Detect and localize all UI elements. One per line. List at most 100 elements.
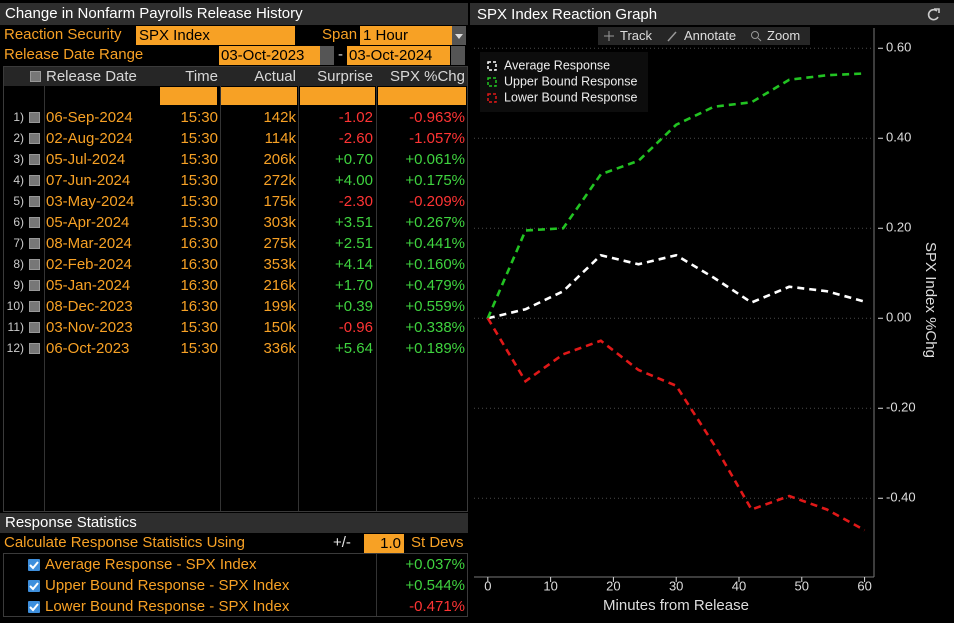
column-separator [44, 86, 45, 511]
release-date[interactable]: 02-Aug-2024 [46, 130, 133, 147]
spx-change: +0.175% [405, 172, 465, 189]
stdev-input[interactable]: 1.0 [364, 534, 404, 553]
column-separator [298, 86, 299, 511]
surprise-value: +1.70 [335, 277, 373, 294]
column-header[interactable]: Surprise [317, 68, 373, 85]
spx-change: +0.061% [405, 151, 465, 168]
stats-checkbox[interactable] [28, 559, 40, 571]
row-checkbox[interactable] [29, 322, 40, 333]
column-header[interactable]: Release Date [46, 68, 137, 85]
surprise-value: +4.14 [335, 256, 373, 273]
tool-icon [667, 31, 677, 42]
calendar-button[interactable] [320, 46, 334, 65]
release-date[interactable]: 05-Apr-2024 [46, 214, 130, 231]
legend-swatch [487, 61, 497, 71]
spx-change: +0.479% [405, 277, 465, 294]
x-tick-label: 40 [732, 578, 746, 593]
label: St Devs [411, 534, 464, 551]
release-date[interactable]: 03-May-2024 [46, 193, 135, 210]
release-date[interactable]: 03-Nov-2023 [46, 319, 133, 336]
legend-box [480, 52, 648, 112]
legend-swatch [487, 93, 497, 103]
filter-cell[interactable] [300, 87, 375, 105]
row-checkbox[interactable] [29, 196, 40, 207]
filter-cell[interactable] [160, 87, 217, 105]
label: Span [322, 26, 358, 43]
release-date[interactable]: 08-Mar-2024 [46, 235, 132, 252]
surprise-value: +3.51 [335, 214, 373, 231]
row-checkbox[interactable] [29, 175, 40, 186]
tool-button[interactable]: Track [604, 28, 653, 43]
tool-label: Track [620, 28, 653, 43]
row-index: 11) [7, 320, 24, 334]
filter-cell[interactable] [378, 87, 466, 105]
column-separator [376, 554, 377, 616]
legend-swatch [487, 77, 497, 87]
column-header[interactable]: SPX %Chg [389, 68, 465, 85]
tool-button[interactable]: Annotate [667, 28, 736, 43]
row-checkbox[interactable] [29, 259, 40, 270]
dropdown-icon [455, 34, 463, 39]
row-checkbox[interactable] [29, 217, 40, 228]
spx-change: +0.267% [405, 214, 465, 231]
release-time: 15:30 [180, 172, 218, 189]
release-date[interactable]: 08-Dec-2023 [46, 298, 133, 315]
date-input[interactable]: 03-Oct-2023 [219, 46, 320, 65]
stats-frame [3, 553, 468, 617]
actual-value: 272k [263, 172, 296, 189]
date-input[interactable]: 03-Oct-2024 [347, 46, 450, 65]
row-checkbox[interactable] [29, 280, 40, 291]
header-checkbox[interactable] [30, 71, 41, 82]
y-tick-label: 0.20 [886, 220, 911, 235]
release-time: 16:30 [180, 277, 218, 294]
stats-checkbox[interactable] [28, 601, 40, 613]
release-date[interactable]: 02-Feb-2024 [46, 256, 132, 273]
release-date[interactable]: 06-Sep-2024 [46, 109, 133, 126]
surprise-value: +4.00 [335, 172, 373, 189]
row-index: 5) [13, 194, 24, 208]
actual-value: 216k [263, 277, 296, 294]
calendar-button[interactable] [451, 46, 465, 65]
dropdown-button[interactable] [452, 26, 466, 45]
release-time: 15:30 [180, 193, 218, 210]
refresh-icon [934, 8, 940, 13]
release-date[interactable]: 05-Jul-2024 [46, 151, 126, 168]
label: Reaction Security [4, 26, 122, 43]
surprise-value: +0.39 [335, 298, 373, 315]
spx-change: -0.209% [409, 193, 465, 210]
surprise-value: -2.30 [338, 193, 373, 210]
tool-label: Annotate [684, 28, 736, 43]
y-axis-label: SPX Index %Chg [922, 242, 939, 358]
release-date[interactable]: 06-Oct-2023 [46, 340, 130, 357]
row-checkbox[interactable] [29, 238, 40, 249]
tool-button[interactable]: Zoom [751, 28, 801, 43]
row-index: 4) [13, 173, 24, 187]
security-input[interactable]: SPX Index [136, 26, 295, 45]
column-header[interactable]: Actual [254, 68, 296, 85]
x-tick-label: 50 [795, 578, 809, 593]
row-checkbox[interactable] [29, 112, 40, 123]
surprise-value: -2.60 [338, 130, 373, 147]
row-index: 7) [13, 236, 24, 250]
refresh-button[interactable] [927, 8, 940, 21]
legend-label: Upper Bound Response [504, 74, 637, 88]
row-index: 12) [6, 341, 24, 355]
release-date[interactable]: 07-Jun-2024 [46, 172, 131, 189]
column-header[interactable]: Time [185, 68, 218, 85]
release-date[interactable]: 05-Jan-2024 [46, 277, 131, 294]
stats-checkbox[interactable] [28, 580, 40, 592]
row-checkbox[interactable] [29, 301, 40, 312]
release-time: 15:30 [180, 130, 218, 147]
tool-label: Zoom [767, 28, 800, 43]
label: Release Date Range [4, 46, 144, 63]
span-input[interactable]: 1 Hour [360, 26, 452, 45]
release-time: 15:30 [180, 319, 218, 336]
row-checkbox[interactable] [29, 133, 40, 144]
filter-cell[interactable] [221, 87, 297, 105]
row-index: 2) [13, 131, 24, 145]
row-checkbox[interactable] [29, 343, 40, 354]
graph-title: SPX Index Reaction Graph [477, 6, 657, 23]
spx-change: +0.559% [405, 298, 465, 315]
row-checkbox[interactable] [29, 154, 40, 165]
